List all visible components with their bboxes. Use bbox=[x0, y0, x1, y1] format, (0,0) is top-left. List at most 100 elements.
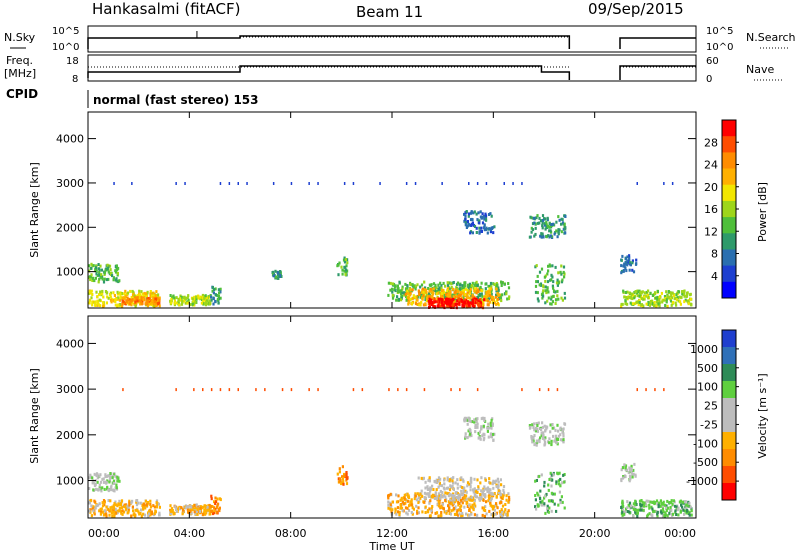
echo-cell bbox=[562, 473, 565, 477]
echo-cell bbox=[481, 212, 484, 216]
colorbar-swatch bbox=[722, 330, 736, 348]
echo-cell bbox=[422, 294, 425, 298]
echo-cell bbox=[629, 263, 632, 267]
echo-cell bbox=[111, 514, 114, 518]
echo-cell bbox=[481, 434, 484, 438]
echo-cell bbox=[563, 214, 566, 218]
echo-cell bbox=[277, 275, 280, 278]
echo-cell bbox=[557, 232, 560, 236]
echo-cell bbox=[443, 510, 446, 514]
echo-cell bbox=[424, 480, 427, 484]
echo-cell bbox=[184, 297, 187, 300]
echo-cell bbox=[112, 504, 115, 508]
echo-cell bbox=[338, 261, 341, 265]
echo-cell bbox=[541, 232, 544, 236]
echo-cell bbox=[461, 284, 464, 288]
echo-cell bbox=[437, 305, 440, 309]
echo-cell bbox=[458, 298, 461, 302]
echo-cell bbox=[482, 508, 485, 512]
echo-cell bbox=[169, 509, 173, 513]
echo-cell bbox=[182, 296, 186, 300]
echo-cell bbox=[497, 286, 500, 290]
echo-cell bbox=[621, 302, 624, 306]
echo-cell bbox=[192, 299, 195, 303]
echo-cell bbox=[452, 497, 455, 501]
echo-cell bbox=[540, 428, 543, 431]
echo-cell bbox=[471, 295, 474, 299]
echo-cell bbox=[559, 270, 562, 274]
echo-cell bbox=[114, 511, 118, 515]
echo-cell bbox=[173, 301, 176, 305]
echo-cell bbox=[105, 481, 108, 484]
echo-cell bbox=[204, 303, 208, 307]
echo-cell bbox=[486, 488, 489, 492]
echo-cell bbox=[462, 291, 465, 295]
echo-cell bbox=[199, 297, 202, 301]
echo-cell bbox=[452, 488, 455, 491]
power-colorbar-label: Power [dB] bbox=[756, 182, 769, 242]
echo-cell bbox=[446, 478, 449, 482]
echo-cell bbox=[457, 497, 460, 501]
echo-cell bbox=[391, 500, 394, 504]
echo-cell bbox=[409, 500, 412, 504]
echo-cell bbox=[108, 474, 111, 478]
echo-cell bbox=[448, 512, 451, 515]
colorbar-swatch bbox=[722, 381, 736, 399]
echo-cell bbox=[415, 302, 418, 306]
echo-cell bbox=[534, 479, 537, 483]
echo-cell bbox=[212, 302, 215, 306]
echo-cell bbox=[620, 477, 623, 481]
echo-cell bbox=[643, 501, 646, 505]
echo-cell bbox=[193, 303, 196, 307]
echo-cell bbox=[102, 304, 105, 308]
echo-cell bbox=[449, 512, 452, 516]
echo-cell bbox=[465, 416, 468, 420]
echo-cell bbox=[669, 297, 672, 301]
echo-cell bbox=[190, 507, 193, 511]
echo-cell bbox=[635, 509, 638, 512]
echo-cell bbox=[624, 262, 627, 266]
echo-cell bbox=[205, 509, 208, 513]
echo-cell bbox=[473, 487, 476, 491]
echo-cell bbox=[689, 297, 692, 301]
echo-cell bbox=[542, 437, 545, 440]
echo-cell bbox=[134, 297, 137, 301]
range-3000-echo bbox=[352, 388, 355, 392]
echo-cell bbox=[435, 488, 438, 492]
echo-cell bbox=[114, 507, 117, 511]
echo-cell bbox=[546, 280, 550, 284]
echo-cell bbox=[676, 508, 679, 512]
echo-cell bbox=[488, 227, 491, 231]
echo-cell bbox=[450, 282, 453, 286]
echo-cell bbox=[111, 274, 114, 278]
echo-cell bbox=[106, 278, 109, 282]
echo-cell bbox=[562, 427, 565, 431]
colorbar-swatch bbox=[722, 364, 736, 382]
echo-cell bbox=[215, 511, 218, 515]
echo-cell bbox=[476, 288, 480, 292]
echo-cell bbox=[134, 300, 137, 304]
echo-cell bbox=[208, 299, 211, 303]
echo-cell bbox=[489, 423, 492, 427]
colorbar-swatch bbox=[722, 347, 736, 365]
echo-cell bbox=[468, 282, 471, 286]
echo-cell bbox=[470, 477, 473, 481]
echo-cell bbox=[125, 503, 128, 507]
echo-cell bbox=[450, 493, 453, 497]
echo-cell bbox=[482, 424, 485, 428]
echo-cell bbox=[433, 479, 436, 483]
noise-sky-label: N.Sky bbox=[4, 31, 36, 44]
echo-cell bbox=[101, 501, 104, 505]
echo-cell bbox=[418, 292, 421, 296]
echo-cell bbox=[501, 293, 504, 297]
echo-cell bbox=[453, 300, 456, 303]
range-3000-echo bbox=[317, 182, 319, 185]
echo-cell bbox=[278, 273, 281, 277]
echo-cell bbox=[179, 507, 182, 511]
echo-cell bbox=[508, 495, 511, 499]
echo-cell bbox=[88, 269, 91, 273]
echo-cell bbox=[153, 294, 156, 298]
echo-cell bbox=[664, 304, 667, 307]
echo-cell bbox=[114, 503, 117, 507]
